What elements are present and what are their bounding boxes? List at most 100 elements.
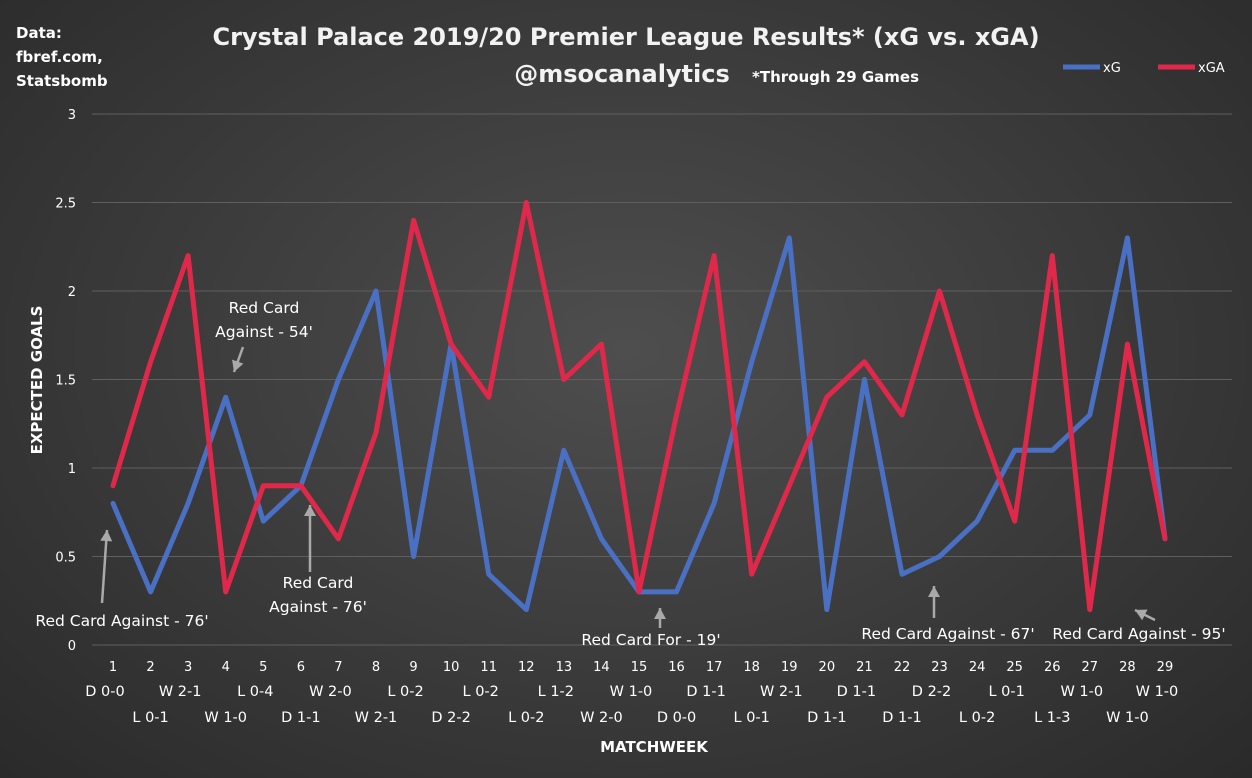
result-label: D 1-1 — [281, 710, 320, 726]
x-tick-label: 17 — [706, 660, 723, 675]
y-tick-label: 1 — [68, 462, 76, 477]
result-label: D 1-1 — [807, 710, 846, 726]
legend-label-xg: xG — [1103, 61, 1121, 76]
x-tick-label: 29 — [1157, 660, 1174, 675]
x-tick-label: 8 — [372, 660, 380, 675]
source-line-3: Statsbomb — [16, 72, 108, 90]
annotation-text: Red Card For - 19' — [581, 631, 720, 649]
x-tick-label: 28 — [1119, 660, 1136, 675]
annotation-text: Red Card Against - 76' — [35, 612, 208, 630]
annotation: Red Card Against - 67' — [861, 586, 1035, 643]
x-tick-label: 27 — [1082, 660, 1099, 675]
tick-labels: 0 0.5 1 1.5 2 2.5 3 1 D 0-0 2 L 0-1 3 W 2-1 4 W 1-0 5 L … — [55, 108, 1178, 726]
x-tick-label: 20 — [819, 660, 836, 675]
x-axis-label: MATCHWEEK — [600, 738, 709, 756]
y-tick-label: 0.5 — [55, 551, 76, 566]
annotation-arrowhead — [654, 608, 666, 619]
annotation: Red Card Against - 95' — [1052, 608, 1226, 643]
annotation: Red Card Against - 76' — [269, 505, 367, 616]
result-label: L 0-2 — [959, 710, 995, 726]
result-label: L 0-2 — [387, 684, 423, 700]
result-label: L 0-1 — [988, 684, 1024, 700]
chart-subtitle: @msocanalytics — [514, 60, 730, 88]
x-tick-label: 6 — [297, 660, 305, 675]
x-tick-label: 10 — [443, 660, 460, 675]
annotation-text: Against - 54' — [215, 323, 313, 341]
result-label: D 1-1 — [837, 684, 876, 700]
y-tick-label: 1.5 — [55, 374, 76, 389]
x-tick-label: 26 — [1044, 660, 1061, 675]
chart-title: Crystal Palace 2019/20 Premier League Re… — [212, 23, 1039, 51]
result-label: W 2-0 — [580, 710, 623, 726]
x-tick-label: 15 — [631, 660, 648, 675]
chart-footnote: *Through 29 Games — [752, 68, 919, 86]
result-label: W 2-1 — [355, 710, 398, 726]
gridlines — [92, 113, 1232, 646]
y-axis-label: EXPECTED GOALS — [28, 306, 46, 455]
result-label: L 1-2 — [538, 684, 574, 700]
result-label: W 1-0 — [1060, 684, 1103, 700]
result-label: W 1-0 — [1136, 684, 1179, 700]
x-tick-label: 11 — [480, 660, 497, 675]
result-label: D 0-0 — [657, 710, 696, 726]
result-label: D 1-1 — [686, 684, 725, 700]
result-label: W 2-0 — [309, 684, 352, 700]
x-tick-label: 19 — [781, 660, 798, 675]
result-label: L 0-1 — [734, 710, 770, 726]
x-tick-label: 2 — [146, 660, 154, 675]
annotation-arrowhead — [100, 530, 113, 542]
x-tick-label: 7 — [334, 660, 342, 675]
x-tick-label: 9 — [409, 660, 417, 675]
source-line-2: fbref.com, — [16, 48, 103, 66]
result-label: L 0-2 — [508, 710, 544, 726]
x-tick-label: 24 — [969, 660, 986, 675]
x-tick-label: 22 — [894, 660, 911, 675]
annotation-text: Red Card — [229, 299, 300, 317]
x-tick-label: 1 — [109, 660, 117, 675]
series-line-xga — [110, 200, 1168, 613]
annotation-arrowhead — [232, 359, 244, 372]
annotation-text: Red Card Against - 67' — [861, 625, 1034, 643]
x-tick-label: 3 — [184, 660, 192, 675]
source-line-1: Data: — [16, 24, 62, 42]
x-tick-label: 14 — [593, 660, 610, 675]
series-line-xg — [110, 235, 1168, 613]
result-label: L 0-4 — [237, 684, 273, 700]
annotation-arrowhead — [1135, 609, 1148, 621]
legend-label-xga: xGA — [1198, 61, 1225, 76]
annotation-text: Red Card — [283, 574, 354, 592]
y-tick-label: 0 — [68, 639, 76, 654]
x-tick-label: 21 — [856, 660, 873, 675]
result-label: D 0-0 — [85, 684, 124, 700]
series-lines — [110, 200, 1168, 613]
result-label: D 1-1 — [882, 710, 921, 726]
x-tick-label: 4 — [222, 660, 230, 675]
x-tick-label: 5 — [259, 660, 267, 675]
y-tick-label: 2.5 — [55, 197, 76, 212]
annotation-arrowhead — [928, 586, 940, 597]
x-tick-label: 13 — [556, 660, 573, 675]
result-label: L 0-1 — [132, 710, 168, 726]
x-tick-label: 12 — [518, 660, 535, 675]
result-label: W 1-0 — [1106, 710, 1149, 726]
result-label: D 2-2 — [431, 710, 470, 726]
result-label: L 0-2 — [463, 684, 499, 700]
annotation-arrowhead — [304, 505, 316, 516]
x-tick-label: 23 — [931, 660, 948, 675]
annotation: Red Card For - 19' — [581, 608, 721, 649]
annotation-text: Red Card Against - 95' — [1052, 625, 1225, 643]
result-label: W 2-1 — [159, 684, 202, 700]
annotation: Red Card Against - 54' — [215, 299, 313, 373]
x-tick-label: 16 — [668, 660, 685, 675]
result-label: D 2-2 — [912, 684, 951, 700]
y-tick-label: 3 — [68, 108, 76, 123]
y-tick-label: 2 — [68, 285, 76, 300]
result-label: W 1-0 — [204, 710, 247, 726]
annotation-arrow — [100, 529, 109, 604]
annotation-text: Against - 76' — [269, 598, 367, 616]
result-label: W 2-1 — [760, 684, 803, 700]
x-tick-label: 25 — [1006, 660, 1023, 675]
x-tick-label: 18 — [743, 660, 760, 675]
